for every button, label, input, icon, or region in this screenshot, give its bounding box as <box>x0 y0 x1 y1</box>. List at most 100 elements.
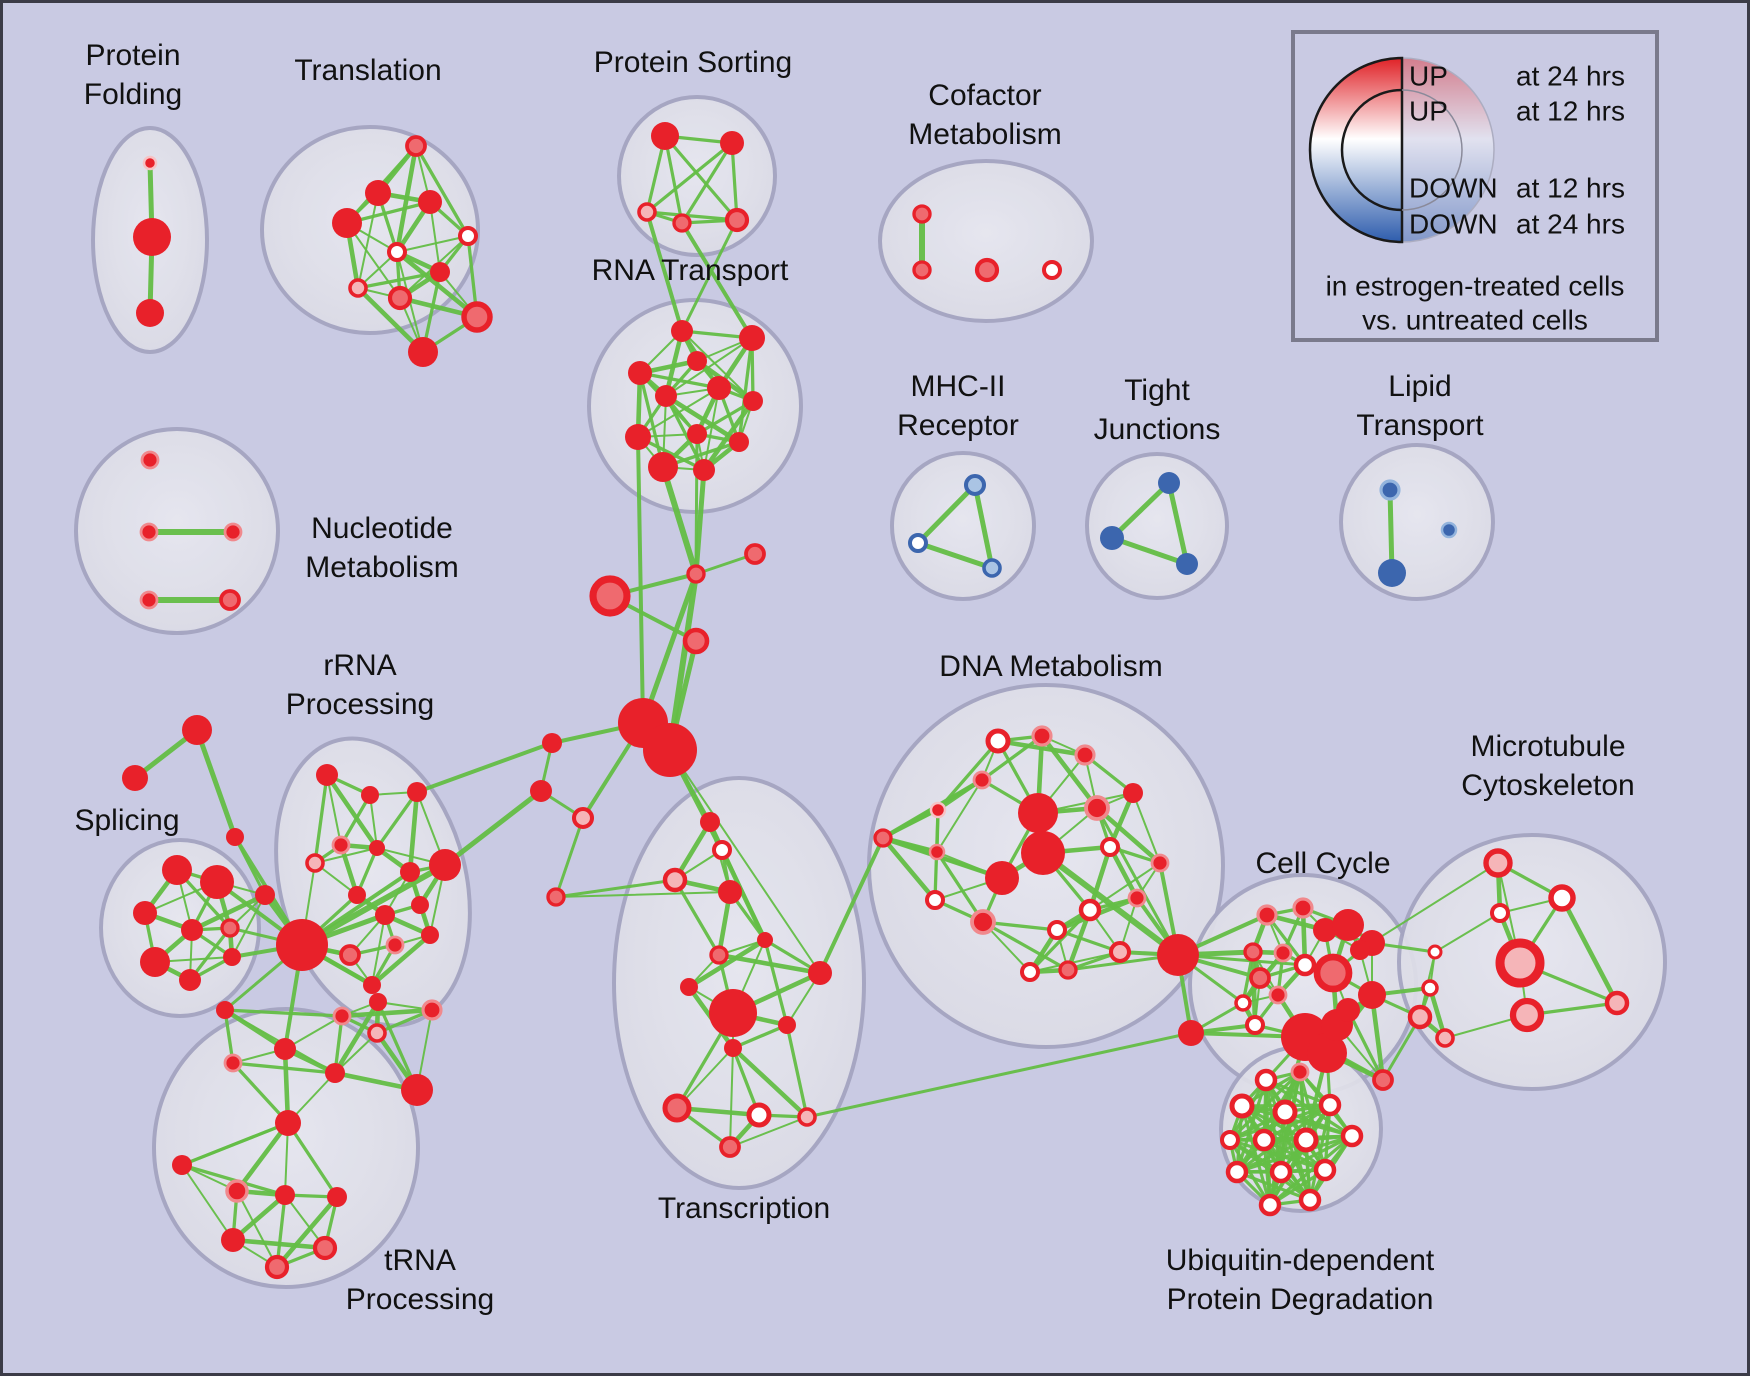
gene-node <box>1350 940 1370 960</box>
gene-node <box>305 853 325 873</box>
cluster-label-dna-metabolism: DNA Metabolism <box>939 650 1162 683</box>
gene-node <box>571 806 595 830</box>
edge <box>1132 792 1161 864</box>
edge <box>236 1190 278 1268</box>
gene-node <box>908 533 928 553</box>
gene-node <box>216 1001 234 1019</box>
gene-node <box>1047 920 1067 940</box>
cluster-nodes-splicing <box>133 855 275 991</box>
gene-node <box>546 887 566 907</box>
gene-node <box>275 1110 301 1136</box>
gene-node <box>1220 1130 1240 1150</box>
gene-node <box>589 575 631 617</box>
inter-cluster-edge <box>442 788 544 868</box>
gene-node <box>1058 960 1078 980</box>
edge <box>637 387 720 438</box>
gene-node <box>693 459 715 481</box>
edge <box>274 1194 340 1270</box>
edge <box>326 774 342 846</box>
gene-node <box>1483 848 1513 878</box>
edge <box>223 1008 344 1018</box>
edge <box>234 1120 291 1194</box>
edge <box>1559 895 1620 1006</box>
cluster-label-ubiquitin-degradation: Protein Degradation <box>1167 1283 1434 1316</box>
gene-node <box>1225 1160 1249 1184</box>
gene-node <box>1252 1128 1276 1152</box>
gene-node <box>411 896 429 914</box>
gene-node <box>1249 967 1271 989</box>
gene-node <box>655 385 677 407</box>
gene-node <box>405 135 427 157</box>
edge <box>189 892 268 933</box>
edge <box>1250 949 1258 1028</box>
gene-node <box>223 948 241 966</box>
gene-node <box>1243 942 1263 962</box>
gene-node <box>985 861 1019 895</box>
edge <box>638 371 721 390</box>
gene-node <box>348 886 366 904</box>
gene-node <box>797 1107 817 1127</box>
legend-time-label: at 24 hrs <box>1516 60 1625 91</box>
gene-node <box>739 325 765 351</box>
gene-node <box>929 801 947 819</box>
cluster-nodes-rrna-processing <box>276 764 461 994</box>
inter-cluster-edge <box>640 571 699 726</box>
gene-node <box>401 1074 433 1106</box>
cluster-nodes-mhc-ii-receptor <box>908 473 1002 578</box>
legend-circle-right-faded <box>1401 57 1495 243</box>
edge <box>181 1164 234 1241</box>
gene-node <box>1313 918 1337 942</box>
gene-node <box>757 932 773 948</box>
edge <box>663 393 742 445</box>
legend-time-label: at 24 hrs <box>1516 208 1625 239</box>
gene-node <box>122 765 148 791</box>
gene-node <box>1158 472 1180 494</box>
cluster-label-cofactor-metabolism: Cofactor <box>928 79 1041 112</box>
edge <box>1039 733 1100 811</box>
gene-node <box>225 1179 249 1203</box>
gene-node <box>458 226 478 246</box>
cluster-label-microtubule-cytoskeleton: Microtubule <box>1470 730 1625 763</box>
gene-node <box>1332 909 1364 941</box>
gene-node <box>709 945 729 965</box>
gene-node <box>530 780 552 802</box>
gene-node <box>982 558 1002 578</box>
edge <box>695 399 755 436</box>
gene-node <box>700 812 720 832</box>
gene-node <box>1150 853 1170 873</box>
gene-node <box>628 361 652 385</box>
edge <box>1262 1103 1332 1142</box>
inter-cluster-edge <box>680 221 754 340</box>
edge <box>346 222 401 299</box>
cluster-ellipse-lipid-transport <box>1339 443 1495 601</box>
cluster-label-lipid-transport: Lipid <box>1388 370 1451 403</box>
gene-node <box>671 320 693 342</box>
gene-node <box>778 1016 796 1034</box>
edge <box>663 134 684 225</box>
gene-node <box>1273 943 1293 963</box>
edge <box>313 773 329 865</box>
gene-node <box>1269 1160 1293 1184</box>
gene-node <box>1078 898 1102 922</box>
edge <box>915 482 978 546</box>
gene-node <box>648 452 678 482</box>
gene-node <box>1293 953 1317 977</box>
gene-node <box>1272 1099 1298 1125</box>
gene-node <box>400 862 420 882</box>
gene-node <box>408 337 438 367</box>
edge <box>1109 480 1172 541</box>
cluster-nodes-rna-transport <box>625 320 765 482</box>
cluster-nodes-cell-cycle <box>1234 897 1394 1091</box>
gene-node <box>1127 888 1147 908</box>
gene-node <box>133 218 171 256</box>
gene-node <box>719 1136 741 1158</box>
cluster-label-mhc-ii-receptor: Receptor <box>897 409 1019 442</box>
cluster-label-cell-cycle: Cell Cycle <box>1255 847 1390 880</box>
inter-cluster-edge <box>636 435 645 725</box>
edge <box>645 210 739 222</box>
inter-cluster-edge <box>1095 806 1180 957</box>
gene-node <box>985 728 1011 754</box>
gene-node <box>325 1063 345 1083</box>
gene-node <box>348 278 368 298</box>
gene-node <box>139 590 159 610</box>
